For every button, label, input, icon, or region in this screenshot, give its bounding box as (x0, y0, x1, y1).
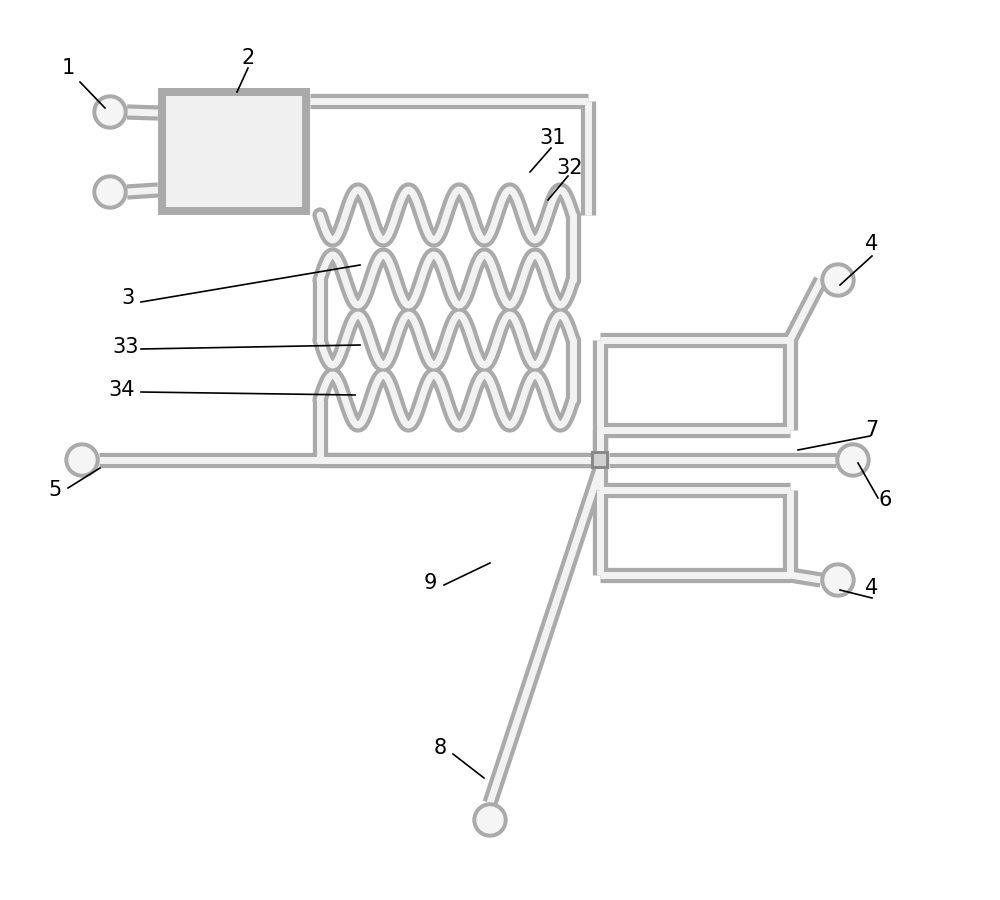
Text: 6: 6 (878, 490, 892, 510)
Text: 9: 9 (423, 573, 437, 593)
Text: 7: 7 (865, 420, 879, 440)
Bar (594, 454, 606, 466)
Circle shape (821, 563, 855, 597)
Text: 32: 32 (557, 158, 583, 178)
Text: 4: 4 (865, 234, 879, 254)
Circle shape (93, 175, 127, 209)
Text: 2: 2 (241, 48, 255, 68)
Text: 3: 3 (121, 288, 135, 308)
Circle shape (821, 263, 855, 297)
Text: 33: 33 (113, 337, 139, 357)
Text: 5: 5 (48, 480, 62, 500)
Circle shape (69, 447, 95, 473)
Bar (166, 96, 302, 207)
Text: 34: 34 (109, 380, 135, 400)
Circle shape (840, 447, 866, 473)
Circle shape (97, 99, 123, 125)
Circle shape (836, 443, 870, 477)
Text: 1: 1 (61, 58, 75, 78)
Circle shape (825, 567, 851, 593)
Text: 8: 8 (433, 738, 447, 758)
Text: 4: 4 (865, 578, 879, 598)
Circle shape (825, 267, 851, 293)
Text: 31: 31 (540, 128, 566, 148)
Circle shape (65, 443, 99, 477)
Bar (158, 88, 310, 215)
Bar (591, 451, 609, 469)
Circle shape (473, 803, 507, 837)
Circle shape (477, 807, 503, 833)
Circle shape (93, 95, 127, 129)
Circle shape (97, 179, 123, 205)
